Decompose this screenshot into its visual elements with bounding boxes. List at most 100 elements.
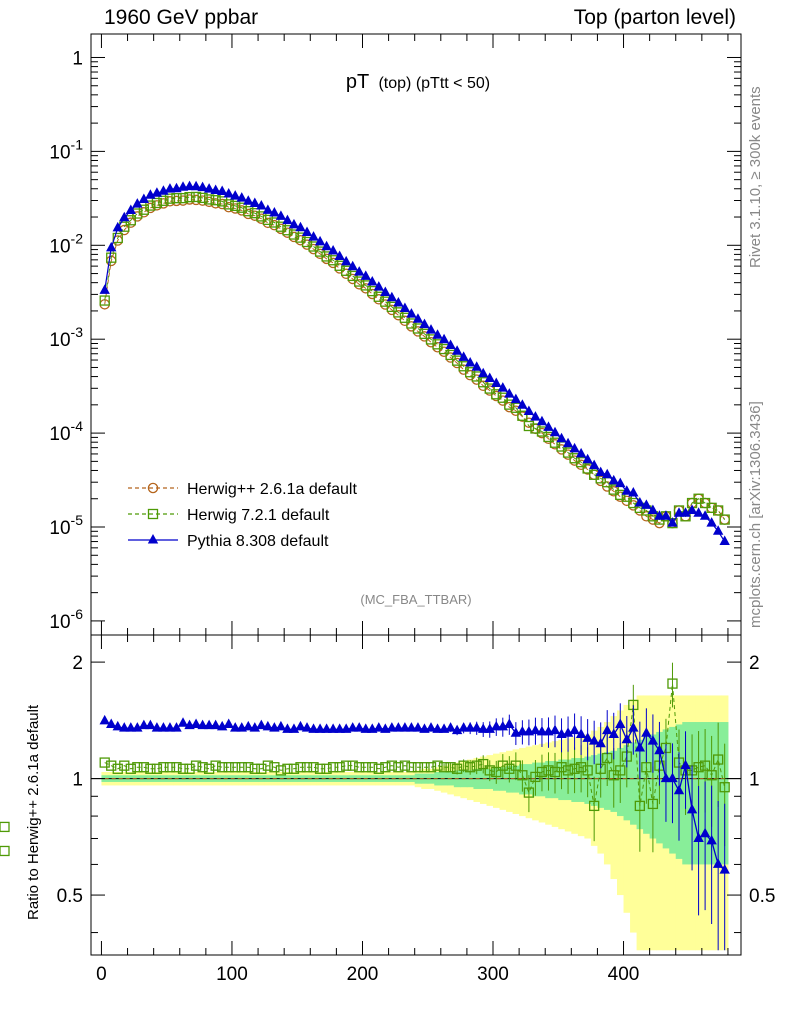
main-point — [575, 447, 587, 458]
main-point — [99, 284, 110, 294]
ratio-point — [190, 718, 202, 728]
main-point — [419, 328, 430, 340]
ratio-point — [432, 723, 443, 733]
ratio-point — [602, 724, 613, 735]
chart-title-main: pT — [346, 71, 369, 93]
ratio-point — [693, 762, 704, 773]
ratio-series-herwig-7-2-1-default — [0, 662, 730, 857]
main-point — [380, 296, 391, 307]
main-point — [145, 200, 156, 211]
main-point — [249, 197, 261, 207]
main-y-tick-base: 10 — [49, 518, 70, 539]
main-point — [360, 270, 371, 280]
main-point — [380, 286, 391, 297]
main-point — [275, 221, 287, 232]
main-point — [223, 199, 234, 210]
main-point — [419, 318, 430, 329]
ratio-point — [314, 763, 326, 774]
ratio-point — [243, 720, 254, 731]
ratio-point — [177, 763, 189, 774]
main-point — [556, 432, 567, 443]
x-tick-label: 100 — [216, 964, 248, 985]
ratio-point — [562, 727, 574, 737]
ratio-point — [321, 723, 332, 733]
main-point — [112, 232, 123, 244]
ratio-point — [99, 757, 110, 768]
ratio-point — [106, 760, 117, 771]
process-label: Top (parton level) — [573, 6, 736, 29]
main-point — [641, 499, 652, 509]
ratio-point — [373, 722, 385, 732]
ratio-point — [432, 760, 443, 771]
x-tick-label: 200 — [347, 964, 379, 985]
ratio-point — [243, 762, 254, 773]
main-point — [210, 184, 221, 195]
main-point — [184, 180, 195, 191]
ratio-point — [203, 763, 215, 774]
collision-label: 1960 GeV ppbar — [104, 6, 259, 29]
main-line — [104, 196, 726, 524]
ratio-point — [308, 762, 319, 773]
main-point — [132, 198, 143, 208]
ratio-series-pythia-8-308-default — [99, 703, 730, 951]
ratio-point — [458, 760, 469, 771]
main-series-herwig-2-6-1a-default — [99, 194, 730, 529]
ratio-point — [451, 724, 463, 735]
ratio-point — [569, 724, 580, 735]
ratio-point — [647, 735, 659, 745]
ratio-point — [569, 763, 580, 774]
main-point — [256, 211, 267, 222]
ratio-point — [347, 760, 358, 771]
ratio-point — [549, 724, 561, 735]
main-y-tick-base: 10 — [49, 330, 70, 351]
main-point — [686, 504, 698, 514]
main-y-tick-label: 1 — [72, 48, 83, 69]
ratio-point — [158, 722, 169, 732]
main-point — [478, 377, 489, 388]
main-point — [523, 420, 535, 432]
main-point — [151, 197, 163, 209]
main-point — [569, 442, 580, 453]
ratio-point — [223, 762, 234, 773]
main-point — [713, 505, 724, 516]
main-point — [719, 514, 730, 525]
ratio-y-tick-label: 2 — [72, 653, 83, 674]
ratio-point — [171, 722, 182, 732]
main-point — [582, 453, 593, 464]
main-point — [464, 356, 476, 367]
main-point — [445, 349, 456, 361]
ratio-point — [386, 722, 398, 732]
ratio-point — [491, 720, 502, 731]
ratio-point — [608, 728, 619, 738]
main-point — [706, 517, 717, 527]
main-y-tick-base: 1 — [72, 48, 83, 69]
ratio-point — [504, 718, 515, 728]
ratio-point — [667, 678, 678, 689]
main-point — [660, 510, 672, 520]
ratio-point — [282, 723, 293, 733]
ratio-point — [164, 762, 176, 773]
ratio-point — [373, 763, 384, 774]
main-line — [104, 198, 726, 524]
main-point — [334, 250, 345, 260]
ratio-point — [210, 760, 221, 771]
main-point — [602, 468, 613, 479]
main-point — [641, 511, 652, 522]
main-point — [523, 405, 535, 415]
ratio-point — [699, 760, 711, 771]
main-point — [615, 489, 626, 501]
ratio-point — [223, 718, 234, 728]
main-point — [243, 206, 254, 217]
ratio-point — [517, 770, 528, 781]
ratio-y-tick-label-right: 1 — [749, 770, 760, 791]
main-point — [236, 202, 247, 213]
main-point — [621, 485, 632, 495]
main-point — [243, 195, 254, 205]
main-point — [262, 204, 274, 214]
x-axis-ticks: 0 100 200 300 400 — [96, 34, 729, 985]
ratio-y-tick-label: 1 — [72, 770, 83, 791]
ratio-y-tick-label: 0.5 — [57, 886, 83, 907]
main-point — [634, 497, 646, 507]
ratio-point — [275, 765, 287, 776]
main-point — [549, 426, 561, 437]
